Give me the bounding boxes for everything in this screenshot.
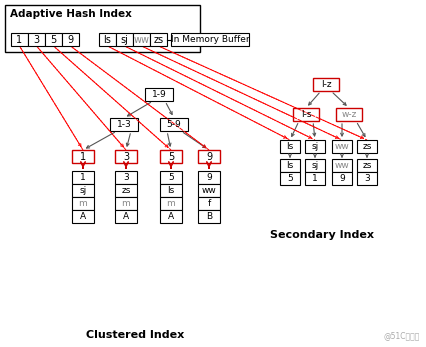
Bar <box>160 210 181 223</box>
Text: A: A <box>167 212 174 221</box>
Bar <box>312 78 338 91</box>
Bar <box>198 197 219 210</box>
Bar <box>356 140 376 153</box>
Text: A: A <box>80 212 86 221</box>
Bar <box>198 171 219 184</box>
Text: ls: ls <box>286 161 293 170</box>
Bar <box>331 172 351 185</box>
Bar <box>160 150 181 163</box>
Bar <box>28 33 45 46</box>
Text: zs: zs <box>121 186 130 195</box>
Text: ww: ww <box>201 186 216 195</box>
Text: 9: 9 <box>67 34 73 44</box>
Bar <box>110 118 138 131</box>
Bar <box>198 150 219 163</box>
Bar <box>115 171 137 184</box>
Bar <box>279 172 299 185</box>
Text: sj: sj <box>120 34 128 44</box>
Bar <box>198 184 219 197</box>
Text: m: m <box>166 199 175 208</box>
Bar <box>145 88 173 101</box>
Bar <box>115 197 137 210</box>
Bar <box>304 159 324 172</box>
Text: zs: zs <box>362 142 371 151</box>
Bar <box>356 159 376 172</box>
Text: l-z: l-z <box>320 80 331 89</box>
Bar <box>72 171 94 184</box>
Text: ls: ls <box>167 186 174 195</box>
Bar <box>335 108 361 121</box>
Bar <box>331 140 351 153</box>
Text: 1: 1 <box>80 152 86 161</box>
Bar <box>116 33 132 46</box>
Text: 1: 1 <box>16 34 23 44</box>
Text: 3: 3 <box>123 152 129 161</box>
Text: sj: sj <box>79 186 86 195</box>
Text: zs: zs <box>153 34 163 44</box>
Text: zs: zs <box>362 161 371 170</box>
Text: 9: 9 <box>205 152 212 161</box>
Text: w-z: w-z <box>340 110 356 119</box>
Text: 5: 5 <box>286 174 292 183</box>
Text: sj: sj <box>311 142 318 151</box>
Bar <box>160 171 181 184</box>
Bar <box>132 33 150 46</box>
Text: 9: 9 <box>206 173 211 182</box>
Text: 3: 3 <box>123 173 129 182</box>
Bar <box>5 5 199 52</box>
Bar <box>115 150 137 163</box>
Text: In Memory Buffer: In Memory Buffer <box>170 35 249 44</box>
Text: 1: 1 <box>80 173 86 182</box>
Text: 5: 5 <box>167 152 174 161</box>
Text: 1-3: 1-3 <box>116 120 131 129</box>
Text: ww: ww <box>334 161 348 170</box>
Text: sj: sj <box>311 161 318 170</box>
Bar <box>198 210 219 223</box>
Text: 5-9: 5-9 <box>166 120 181 129</box>
Text: ww: ww <box>133 34 149 44</box>
Bar <box>150 33 167 46</box>
Text: ls: ls <box>286 142 293 151</box>
Bar <box>115 210 137 223</box>
Bar <box>160 197 181 210</box>
Bar <box>72 150 94 163</box>
Bar <box>292 108 318 121</box>
Text: 1: 1 <box>311 174 317 183</box>
Bar <box>304 172 324 185</box>
Text: 5: 5 <box>168 173 173 182</box>
Text: A: A <box>123 212 129 221</box>
Bar <box>279 159 299 172</box>
Bar <box>160 184 181 197</box>
Text: Adaptive Hash Index: Adaptive Hash Index <box>10 9 132 19</box>
Bar <box>115 184 137 197</box>
Bar <box>356 172 376 185</box>
Text: B: B <box>205 212 212 221</box>
Text: 3: 3 <box>363 174 369 183</box>
Text: 9: 9 <box>338 174 344 183</box>
Bar <box>72 184 94 197</box>
Text: l-s: l-s <box>300 110 311 119</box>
Bar <box>99 33 116 46</box>
Bar <box>72 210 94 223</box>
Bar <box>72 197 94 210</box>
Text: m: m <box>121 199 130 208</box>
Text: 3: 3 <box>33 34 40 44</box>
Text: 1-9: 1-9 <box>151 90 166 99</box>
Bar <box>279 140 299 153</box>
Bar <box>62 33 79 46</box>
Text: ls: ls <box>104 34 111 44</box>
Bar <box>45 33 62 46</box>
Bar <box>11 33 28 46</box>
Text: f: f <box>207 199 210 208</box>
Text: m: m <box>78 199 87 208</box>
Bar <box>160 118 187 131</box>
Text: @51C和博客: @51C和博客 <box>383 331 419 340</box>
Bar <box>170 33 248 46</box>
Bar <box>331 159 351 172</box>
Text: ww: ww <box>334 142 348 151</box>
Text: Secondary Index: Secondary Index <box>269 230 373 240</box>
Bar <box>304 140 324 153</box>
Text: Clustered Index: Clustered Index <box>86 330 184 340</box>
Text: 5: 5 <box>50 34 57 44</box>
